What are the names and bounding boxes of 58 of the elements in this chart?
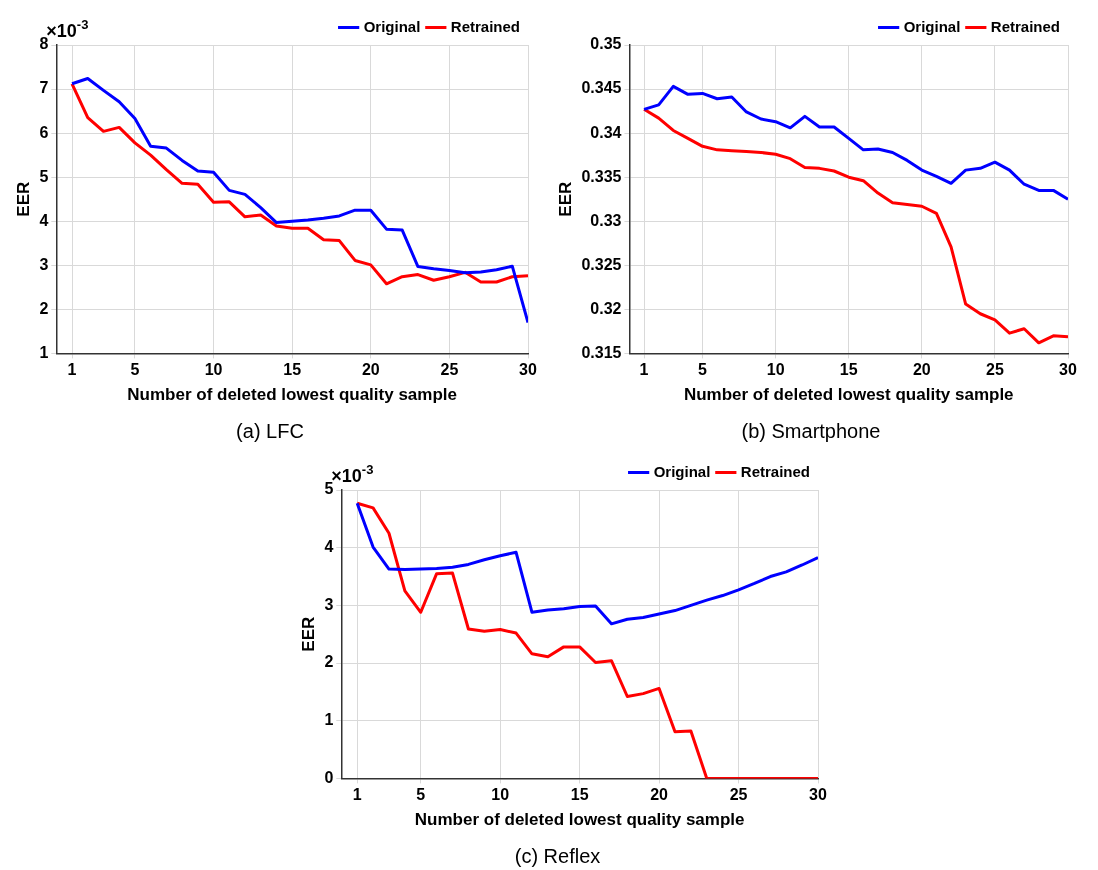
y-tick-label: 0.35 xyxy=(590,35,622,53)
y-tick-label: 5 xyxy=(324,480,334,498)
y-tick-label: 1 xyxy=(324,711,334,729)
legend-label: Original xyxy=(653,462,711,480)
x-tick-label: 5 xyxy=(130,361,140,379)
y-axis-title: EER xyxy=(555,181,575,217)
y-tick-label: 5 xyxy=(39,167,49,185)
y-tick-label: 7 xyxy=(39,79,49,97)
x-tick-label: 1 xyxy=(352,786,362,804)
y-tick-label: 1 xyxy=(39,343,49,361)
y-tick-label: 2 xyxy=(324,653,334,671)
y-tick-label: 0.32 xyxy=(590,299,622,317)
text: (b) Smartphone xyxy=(741,419,881,442)
legend-label: Retrained xyxy=(450,17,520,35)
x-tick-label: 5 xyxy=(416,786,426,804)
y-tick-label: 0.34 xyxy=(590,123,622,141)
x-tick-label: 5 xyxy=(698,361,708,379)
x-axis-title: Number of deleted lowest quality sample xyxy=(414,810,745,830)
x-axis-title: Number of deleted lowest quality sample xyxy=(683,385,1014,405)
x-tick-label: 30 xyxy=(519,361,537,379)
x-axis-title: Number of deleted lowest quality sample xyxy=(127,385,457,405)
x-tick-label: 10 xyxy=(204,361,223,379)
y-axis-title: EER xyxy=(13,181,33,217)
legend-label: Retrained xyxy=(990,17,1060,35)
legend-label: Original xyxy=(363,17,421,35)
y-tick-label: 6 xyxy=(39,123,49,141)
y-tick-label: 0.315 xyxy=(581,343,622,361)
legend-label: Original xyxy=(903,17,961,35)
text: (c) Reflex xyxy=(514,844,601,867)
y-tick-label: 2 xyxy=(39,299,49,317)
text: (a) LFC xyxy=(236,419,304,442)
x-tick-label: 10 xyxy=(766,361,785,379)
y-axis-title: EER xyxy=(298,616,318,652)
y-tick-label: 0 xyxy=(324,768,334,786)
x-tick-label: 20 xyxy=(912,361,931,379)
y-tick-label: 0.335 xyxy=(581,167,622,185)
x-tick-label: 10 xyxy=(491,786,510,804)
y-tick-label: 0.33 xyxy=(590,211,622,229)
x-tick-label: 25 xyxy=(729,786,748,804)
x-tick-label: 1 xyxy=(639,361,649,379)
x-tick-label: 20 xyxy=(361,361,380,379)
x-tick-label: 20 xyxy=(650,786,669,804)
y-tick-label: 8 xyxy=(39,35,49,53)
legend-label: Retrained xyxy=(740,462,810,480)
y-tick-label: 0.345 xyxy=(581,79,622,97)
y-tick-label: 0.325 xyxy=(581,255,622,273)
x-tick-label: 1 xyxy=(67,361,77,379)
x-tick-label: 15 xyxy=(570,786,589,804)
y-tick-label: 3 xyxy=(39,255,49,273)
x-tick-label: 30 xyxy=(809,786,827,804)
y-tick-label: 3 xyxy=(324,595,334,613)
x-tick-label: 25 xyxy=(986,361,1004,379)
x-tick-label: 25 xyxy=(440,361,459,379)
x-tick-label: 15 xyxy=(283,361,302,379)
y-tick-label: 4 xyxy=(324,538,334,556)
y-tick-label: 4 xyxy=(39,211,49,229)
x-tick-label: 30 xyxy=(1059,361,1077,379)
x-tick-label: 15 xyxy=(839,361,858,379)
